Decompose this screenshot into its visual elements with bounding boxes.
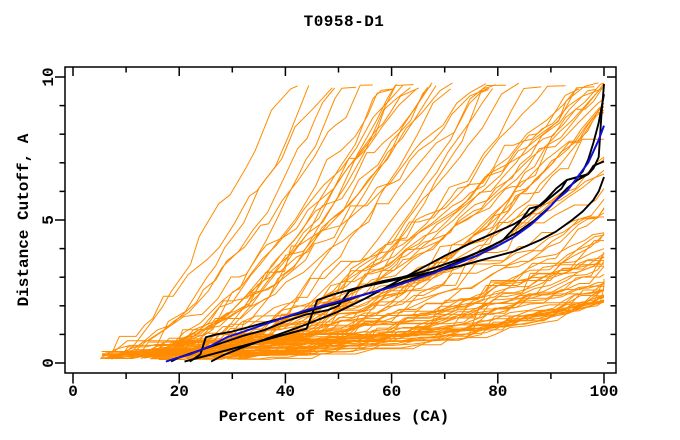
x-tick-label: 0 [68,383,78,401]
x-tick-label: 20 [169,383,189,401]
model-curve-orange [233,300,604,357]
model-curve-orange [106,169,605,359]
chart-title: T0958-D1 [303,13,385,31]
highlight-model-blue [165,125,605,363]
x-tick-label: 100 [589,383,619,401]
model-curve-orange [117,89,601,359]
model-curve-orange [173,88,603,358]
model-curve-orange [105,296,605,353]
model-curve-orange [110,261,605,352]
selected-model-black-2 [189,160,605,363]
model-curve-orange [113,207,605,353]
model-curve-orange [110,87,335,357]
y-tick-label: 10 [40,67,58,87]
x-tick-label: 80 [488,383,508,401]
model-curve-orange [225,282,605,356]
y-axis-label: Distance Cutoff, A [15,133,33,307]
model-curve-orange [101,87,333,358]
x-axis-label: Percent of Residues (CA) [218,408,450,426]
model-curve-orange [165,282,605,360]
model-curve-orange [232,240,604,360]
model-curve-orange [222,84,497,352]
model-curve-orange [194,82,520,354]
model-curve-orange [133,85,437,356]
y-tick-label: 5 [40,215,58,225]
model-curve-orange [122,85,298,356]
x-tick-label: 40 [275,383,295,401]
model-curve-orange [121,84,373,353]
model-curve-orange [111,89,489,358]
model-curve-orange [143,88,394,353]
model-curve-orange [153,82,433,353]
model-curve-orange [179,86,356,360]
selected-model-black-3 [184,176,605,363]
model-curve-orange [140,87,578,360]
model-curve-orange [237,208,605,360]
model-curve-orange [156,84,414,353]
model-curve-orange [115,173,605,356]
model-curve-orange [143,296,605,359]
x-tick-label: 60 [381,383,402,401]
y-tick-label: 0 [40,358,58,368]
